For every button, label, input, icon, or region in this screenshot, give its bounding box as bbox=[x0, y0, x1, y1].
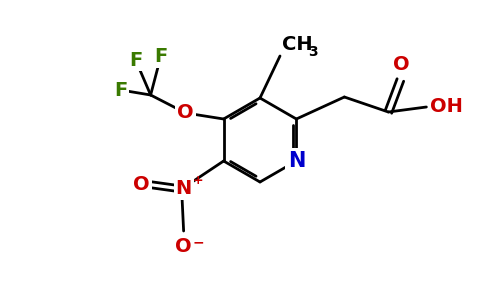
Text: F: F bbox=[154, 47, 167, 67]
Text: N: N bbox=[287, 151, 305, 171]
Text: O: O bbox=[393, 55, 409, 74]
Text: O: O bbox=[133, 175, 150, 194]
Text: N: N bbox=[176, 179, 192, 199]
Text: −: − bbox=[193, 235, 204, 249]
Text: 3: 3 bbox=[308, 45, 318, 59]
Text: F: F bbox=[129, 50, 142, 70]
Text: O: O bbox=[175, 237, 192, 256]
Text: OH: OH bbox=[430, 98, 463, 116]
Text: O: O bbox=[177, 103, 194, 122]
Text: +: + bbox=[193, 175, 203, 188]
Text: CH: CH bbox=[282, 35, 313, 54]
Text: F: F bbox=[114, 80, 127, 100]
